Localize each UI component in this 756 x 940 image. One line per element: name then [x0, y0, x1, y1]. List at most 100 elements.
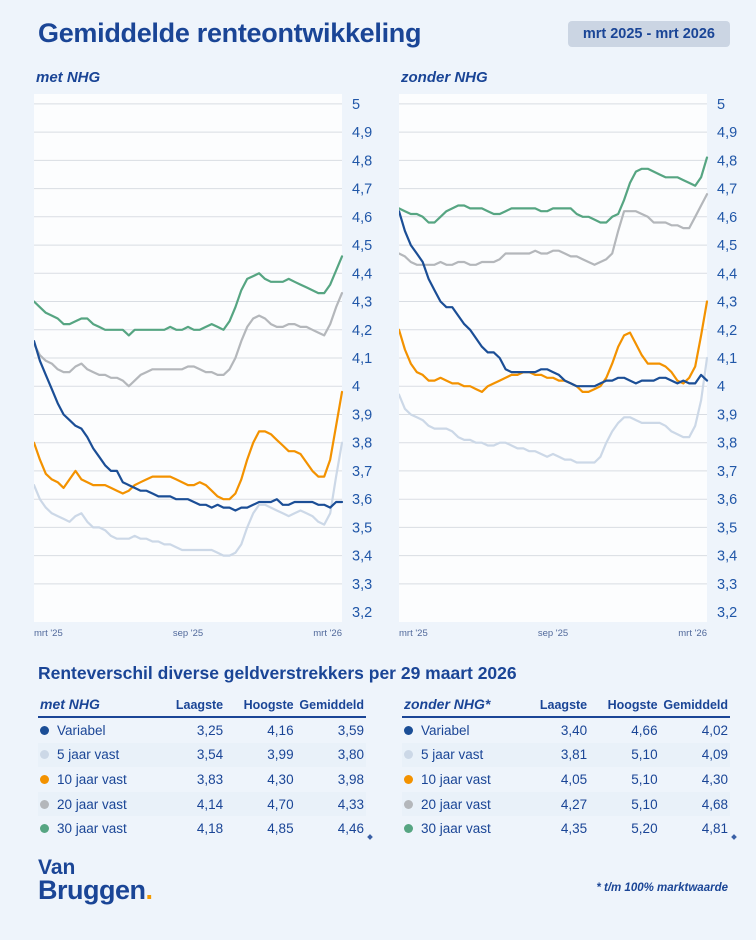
- y-axis-tick: 3,3: [352, 577, 372, 593]
- rate-value: 4,68: [701, 796, 729, 812]
- y-axis-tick: 5: [717, 97, 725, 113]
- product-name: Variabel: [421, 722, 470, 738]
- x-axis-met-nhg: mrt '25 sep '25 mrt '26: [34, 628, 342, 639]
- row-label: 20 jaar vast: [40, 797, 153, 812]
- y-axis-tick: 4,2: [352, 323, 372, 339]
- y-axis-tick: 4,9: [352, 125, 372, 141]
- rate-value: 4,16: [267, 722, 294, 738]
- rate-value: 4,33: [337, 796, 365, 812]
- row-label: 10 jaar vast: [40, 772, 153, 787]
- line-chart-zonder-nhg: 5 4,9 4,8 4,7 4,6 4,5 4,4 4,3 4,2 4,1 4 3,9 3,8 3,7 3,…: [399, 94, 737, 622]
- chart-met-nhg: met NHG 5 4,9 4,8 4,7 4,6 4,5 4,4 4,3 4,2 4,1 4 3,9…: [34, 69, 390, 639]
- x-axis-label: mrt '25: [399, 628, 428, 639]
- series-line-5-jaar-vast: [34, 441, 344, 557]
- column-header-laagste: Laagste: [539, 698, 588, 712]
- row-label: 5 jaar vast: [404, 747, 517, 762]
- table-row: 30 jaar vast 4,35 5,20 4,81: [402, 816, 730, 841]
- y-axis-tick: 4,3: [352, 295, 372, 311]
- rate-value: 3,98: [337, 771, 365, 787]
- rate-value: 4,18: [196, 821, 224, 837]
- rate-value: 4,05: [560, 771, 588, 787]
- y-axis-tick: 4,8: [352, 153, 372, 169]
- charts-row: met NHG 5 4,9 4,8 4,7 4,6 4,5 4,4 4,3 4,2 4,1 4 3,9…: [34, 69, 737, 639]
- product-name: 20 jaar vast: [57, 796, 127, 812]
- row-label: 5 jaar vast: [40, 747, 153, 762]
- y-axis-tick: 3,8: [352, 436, 372, 452]
- table-body: Variabel 3,40 4,66 4,02 5 jaar vast 3,81 5,10 4…: [402, 718, 730, 841]
- rate-value: 3,59: [337, 722, 365, 738]
- y-axis-tick: 3,6: [717, 492, 737, 508]
- row-label: Variabel: [40, 723, 153, 738]
- rate-value: 4,81: [701, 821, 729, 837]
- chart-title-met-nhg: met NHG: [36, 69, 101, 86]
- y-axis-tick: 3,3: [717, 577, 737, 593]
- table-row: 10 jaar vast 3,83 4,30 3,98: [38, 767, 366, 792]
- y-axis-tick: 3,9: [717, 408, 737, 424]
- table-row: 30 jaar vast 4,18 4,85 4,46: [38, 816, 366, 841]
- legend-dot: [404, 750, 413, 760]
- column-header-hoogste: Hoogste: [607, 698, 658, 712]
- y-axis-tick: 4: [352, 379, 360, 395]
- table-row: 5 jaar vast 3,54 3,99 3,80: [38, 742, 366, 768]
- y-axis-tick: 4: [717, 379, 725, 395]
- y-axis-tick: 4,6: [717, 210, 737, 226]
- footer: Van Bruggen. * t/m 100% marktwaarde: [38, 855, 730, 905]
- table-header: met NHG Laagste Hoogste Gemiddeld: [38, 696, 366, 718]
- y-axis-tick: 3,5: [352, 520, 372, 536]
- date-range-badge: mrt 2025 - mrt 2026: [567, 21, 730, 47]
- y-axis-tick: 3,7: [352, 464, 372, 480]
- legend-dot: [404, 725, 413, 735]
- product-name: 20 jaar vast: [421, 796, 491, 812]
- column-header-gemiddeld: Gemiddeld: [663, 698, 729, 712]
- legend-dot: [404, 774, 413, 784]
- legend-dot: [40, 725, 49, 735]
- table-row: 5 jaar vast 3,81 5,10 4,09: [402, 742, 730, 768]
- table-row: 20 jaar vast 4,14 4,70 4,33: [38, 791, 366, 817]
- y-axis-tick: 4,8: [717, 153, 737, 169]
- row-label: 20 jaar vast: [404, 797, 517, 812]
- y-axis-tick: 4,5: [717, 238, 737, 254]
- rate-value: 4,02: [701, 722, 729, 738]
- rate-value: 3,81: [560, 747, 588, 763]
- chart-title-zonder-nhg: zonder NHG: [401, 69, 488, 86]
- rate-value: 5,10: [631, 771, 658, 787]
- rate-value: 3,40: [560, 722, 588, 738]
- y-axis-tick: 4,5: [352, 238, 372, 254]
- rate-value: 4,85: [267, 821, 294, 837]
- series-line-variabel: [34, 340, 344, 512]
- logo-text-bruggen: Bruggen.: [38, 874, 154, 905]
- x-axis-label: mrt '25: [34, 628, 63, 639]
- series-line-10-jaar-vast: [399, 300, 709, 393]
- y-axis-tick: 3,4: [717, 549, 737, 565]
- table-row: 20 jaar vast 4,27 5,10 4,68: [402, 791, 730, 817]
- rate-value: 5,10: [631, 747, 658, 763]
- table-name: met NHG: [40, 696, 100, 712]
- series-line-variabel: [399, 210, 709, 388]
- x-axis-label: mrt '26: [313, 628, 342, 639]
- y-axis-tick: 3,8: [717, 436, 737, 452]
- legend-dot: [40, 750, 49, 760]
- logo-text-van: Van: [38, 855, 76, 879]
- rate-value: 4,70: [267, 796, 294, 812]
- row-label: 30 jaar vast: [40, 821, 153, 836]
- y-axis-tick: 3,2: [352, 605, 372, 621]
- series-line-30-jaar-vast: [399, 156, 709, 224]
- table-name: zonder NHG*: [404, 696, 491, 712]
- row-label: 30 jaar vast: [404, 821, 517, 836]
- y-axis-tick: 3,5: [717, 520, 737, 536]
- logo-dot: .: [145, 874, 154, 905]
- y-axis-tick: 4,7: [717, 182, 737, 198]
- footnote: * t/m 100% marktwaarde: [596, 882, 728, 895]
- rate-value: 5,10: [631, 796, 658, 812]
- y-axis-tick: 3,9: [352, 408, 372, 424]
- series-line-10-jaar-vast: [34, 390, 344, 501]
- series-line-20-jaar-vast: [399, 193, 709, 266]
- rate-value: 4,09: [701, 747, 729, 763]
- rate-value: 3,83: [196, 771, 224, 787]
- x-axis-label: sep '25: [537, 628, 569, 639]
- y-axis-tick: 3,2: [717, 605, 737, 621]
- rate-value: 3,25: [196, 722, 224, 738]
- product-name: 5 jaar vast: [421, 747, 484, 763]
- table-body: Variabel 3,25 4,16 3,59 5 jaar vast 3,54 3,99 3…: [38, 718, 366, 841]
